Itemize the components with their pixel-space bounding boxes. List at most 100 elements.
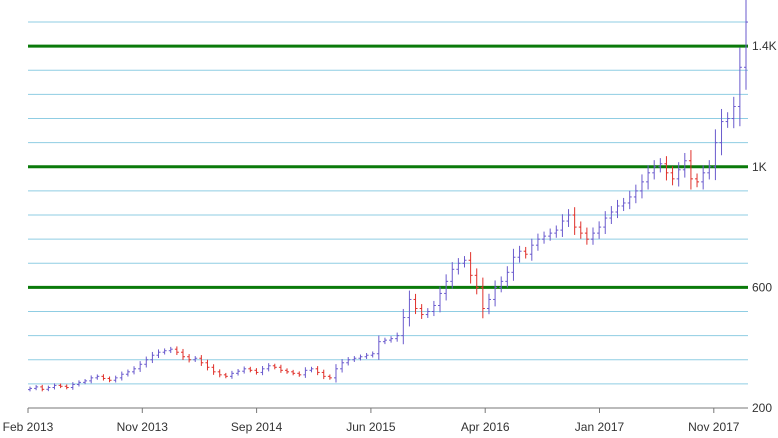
ohlc-bar [327,374,332,380]
y-axis: 200 600 1K 1.4K [752,39,777,415]
ohlc-bar [254,368,259,375]
ohlc-bar [278,364,283,373]
ohlc-bar [187,354,192,363]
ohlc-bar [217,369,222,378]
ohlc-bar [89,375,94,384]
ohlc-bar [627,190,632,210]
ohlc-bar [597,221,602,239]
ohlc-bar [83,379,88,385]
ohlc-bar [572,207,577,235]
ohlc-bar [309,366,314,373]
ohlc-bar [425,308,430,318]
ohlc-bar [542,231,547,244]
ohlc-bar [346,357,351,366]
ohlc-bar [138,361,143,372]
ohlc-bar [535,233,540,251]
ohlc-bar [174,346,179,356]
ohlc-bar [266,363,271,372]
ohlc-bar [180,348,185,360]
ohlc-bar [639,174,644,199]
ohlc-bar [480,277,485,319]
ohlc-bar [229,370,234,379]
x-tick-label: Jun 2015 [346,420,396,434]
ohlc-bar [199,355,204,366]
ohlc-bar [419,304,424,319]
ohlc-bar [670,166,675,186]
ohlc-bar [315,366,320,376]
ohlc-bar [76,380,81,387]
ohlc-bar [633,184,638,204]
ohlc-bar [499,276,504,293]
y-tick-label: 600 [752,280,772,294]
ohlc-bar [407,290,412,327]
ohlc-bar [389,336,394,343]
ohlc-bar [46,385,51,392]
ohlc-bar [676,162,681,187]
ohlc-bar [744,0,748,90]
ohlc-bar [523,246,528,259]
ohlc-bar [291,369,296,376]
ohlc-bar [725,112,730,128]
ohlc-bar [64,384,69,390]
ohlc-bar [242,366,247,374]
minor-grid-layer [28,21,748,385]
ohlc-bar [462,256,467,268]
ohlc-bar [168,346,173,354]
ohlc-bar [511,248,516,281]
ohlc-bar [737,47,742,127]
ohlc-bar [364,353,369,359]
ohlc-bar [28,386,32,392]
ohlc-bar [591,227,596,245]
ohlc-bar [34,385,39,391]
ohlc-bar [132,366,137,375]
ohlc-bar [248,366,253,373]
ohlc-bar [719,108,724,156]
ohlc-bar [150,351,155,364]
ohlc-bar [456,258,461,275]
ohlc-bar [144,356,149,368]
ohlc-bar [352,356,357,362]
ohlc-bar [211,364,216,375]
x-tick-label: Apr 2016 [461,420,510,434]
ohlc-bar [450,262,455,289]
y-tick-label: 200 [752,401,772,415]
ohlc-bar [358,354,363,361]
ohlc-bar [285,368,290,374]
ohlc-bar [70,382,75,390]
ohlc-bar [529,238,534,261]
ohlc-bar [107,376,112,383]
ohlc-bar [431,300,436,317]
x-tick-label: Nov 2017 [688,420,740,434]
y-tick-label: 1.4K [752,39,777,53]
ohlc-bar [688,150,693,190]
ohlc-bar [652,160,657,180]
ohlc-bar [395,332,400,342]
ohlc-bar [554,225,559,238]
ohlc-bar [566,209,571,227]
ohlc-bar [40,384,45,392]
x-tick-label: Nov 2013 [117,420,169,434]
x-tick-label: Sep 2014 [231,420,283,434]
ohlc-bar [695,173,700,188]
ohlc-bar [505,266,510,288]
ohlc-bar [101,374,106,381]
ohlc-bar [609,206,614,225]
ohlc-bar [468,252,473,284]
ohlc-bar [682,152,687,178]
ohlc-bar [321,369,326,380]
ohlc-bar [156,349,161,359]
ohlc-bar [95,374,100,380]
ohlc-bar [713,129,718,181]
major-grid-layer [28,44,748,289]
x-axis: Feb 2013 Nov 2013 Sep 2014 Jun 2015 Apr 2016… [3,408,740,434]
ohlc-bar [125,369,130,377]
ohlc-bar [658,158,663,173]
ohlc-bar [438,286,443,313]
ohlc-bar [603,211,608,235]
ohlc-bar [664,156,669,181]
y-tick-label: 1K [752,160,767,174]
ohlc-bar [303,367,308,378]
ohlc-bar [548,228,553,241]
